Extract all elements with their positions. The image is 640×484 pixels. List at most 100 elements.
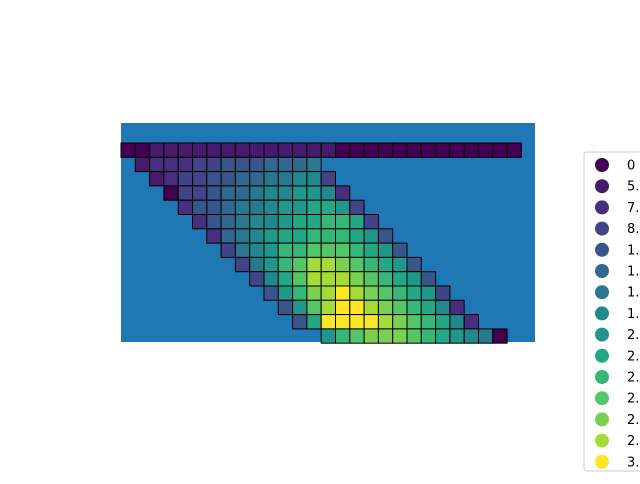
- heatmap-cell: [206, 156, 222, 173]
- heatmap-cell: [192, 171, 208, 187]
- heatmap-cell: [435, 285, 451, 301]
- heatmap-cell: [406, 328, 422, 344]
- heatmap-cell: [249, 271, 265, 287]
- heatmap-cell: [177, 199, 193, 215]
- heatmap-cell: [406, 271, 422, 287]
- legend-entry: 2.: [595, 391, 639, 407]
- legend-marker: [595, 179, 609, 194]
- heatmap-cell: [420, 314, 437, 330]
- heatmap-cell: [292, 299, 308, 316]
- heatmap-cell: [420, 271, 437, 287]
- heatmap-cell: [349, 199, 365, 215]
- heatmap-cell: [292, 242, 308, 258]
- heatmap-cell: [406, 314, 422, 330]
- heatmap-cell: [277, 299, 294, 316]
- heatmap-cell: [306, 199, 322, 215]
- heatmap-cell: [192, 142, 208, 158]
- heatmap-cell: [406, 142, 422, 158]
- heatmap-cell: [392, 328, 408, 344]
- heatmap-cell: [335, 285, 351, 301]
- legend-marker: [595, 327, 609, 342]
- heatmap-cell: [377, 314, 394, 330]
- heatmap-cell: [349, 242, 365, 258]
- heatmap-cell: [220, 185, 236, 201]
- heatmap-cell: [206, 171, 222, 187]
- heatmap-cell: [263, 285, 279, 301]
- legend-marker: [595, 242, 609, 257]
- heatmap-cell: [249, 199, 265, 215]
- heatmap-cell: [206, 199, 222, 215]
- heatmap-cell: [163, 185, 179, 201]
- heatmap-cell: [392, 242, 408, 258]
- heatmap-cell: [206, 214, 222, 230]
- heatmap-cell: [506, 142, 522, 158]
- heatmap-cell: [263, 242, 279, 258]
- heatmap-cell: [377, 299, 394, 316]
- heatmap-cell: [363, 256, 379, 273]
- heatmap-cell: [263, 142, 279, 158]
- heatmap-cell: [249, 256, 265, 273]
- heatmap-cell: [263, 171, 279, 187]
- heatmap-cell: [306, 314, 322, 330]
- heatmap-cell: [335, 328, 351, 344]
- heatmap-cell: [320, 142, 337, 158]
- legend-label: 2.: [627, 328, 639, 343]
- heatmap-cell: [335, 185, 351, 201]
- heatmap-cell: [277, 285, 294, 301]
- heatmap-cell: [220, 242, 236, 258]
- heatmap-cell: [320, 328, 337, 344]
- heatmap-cell: [149, 171, 165, 187]
- heatmap-cell: [134, 142, 151, 158]
- heatmap-cell: [335, 299, 351, 316]
- heatmap-cell: [277, 214, 294, 230]
- heatmap-cell: [435, 299, 451, 316]
- heatmap-cell: [263, 185, 279, 201]
- heatmap-cell: [492, 142, 508, 158]
- heatmap-cell: [320, 299, 337, 316]
- heatmap-cell: [177, 185, 193, 201]
- heatmap-cell: [249, 142, 265, 158]
- heatmap-cell: [363, 314, 379, 330]
- heatmap-cell: [263, 156, 279, 173]
- heatmap-cell: [349, 314, 365, 330]
- legend-marker: [595, 391, 609, 406]
- legend-entry: 2.: [595, 327, 639, 343]
- heatmap-cell: [335, 199, 351, 215]
- heatmap-cell: [392, 314, 408, 330]
- heatmap-cell: [234, 199, 251, 215]
- heatmap-cell: [335, 228, 351, 244]
- legend-label: 1.: [627, 307, 639, 322]
- heatmap-cell: [335, 214, 351, 230]
- heatmap-cell: [234, 256, 251, 273]
- heatmap-cell: [177, 171, 193, 187]
- heatmap-cell: [435, 328, 451, 344]
- heatmap-cell: [192, 214, 208, 230]
- heatmap-cell: [420, 299, 437, 316]
- heatmap-cell: [363, 242, 379, 258]
- legend-entry: 0: [595, 158, 635, 174]
- heatmap-cell: [377, 328, 394, 344]
- legend-marker: [595, 412, 609, 427]
- heatmap-cell: [263, 214, 279, 230]
- legend-label: 8.: [627, 222, 639, 237]
- heatmap-cell: [377, 242, 394, 258]
- heatmap-cell: [292, 314, 308, 330]
- heatmap-cell: [292, 285, 308, 301]
- legend-marker: [595, 264, 609, 278]
- heatmap-cell: [420, 142, 437, 158]
- heatmap-cell: [363, 271, 379, 287]
- heatmap-cell: [420, 285, 437, 301]
- heatmap-cell: [392, 285, 408, 301]
- legend-entry: 5.: [595, 179, 639, 195]
- heatmap-cell: [277, 171, 294, 187]
- legend-marker: [595, 306, 609, 321]
- legend-label: 3.: [627, 455, 639, 470]
- heatmap-cell: [292, 142, 308, 158]
- heatmap-cell: [249, 185, 265, 201]
- heatmap-cell: [478, 328, 494, 344]
- heatmap-cell: [320, 228, 337, 244]
- heatmap-cell: [220, 142, 236, 158]
- heatmap-cell: [320, 171, 337, 187]
- heatmap-cell: [349, 271, 365, 287]
- heatmap-cell: [335, 256, 351, 273]
